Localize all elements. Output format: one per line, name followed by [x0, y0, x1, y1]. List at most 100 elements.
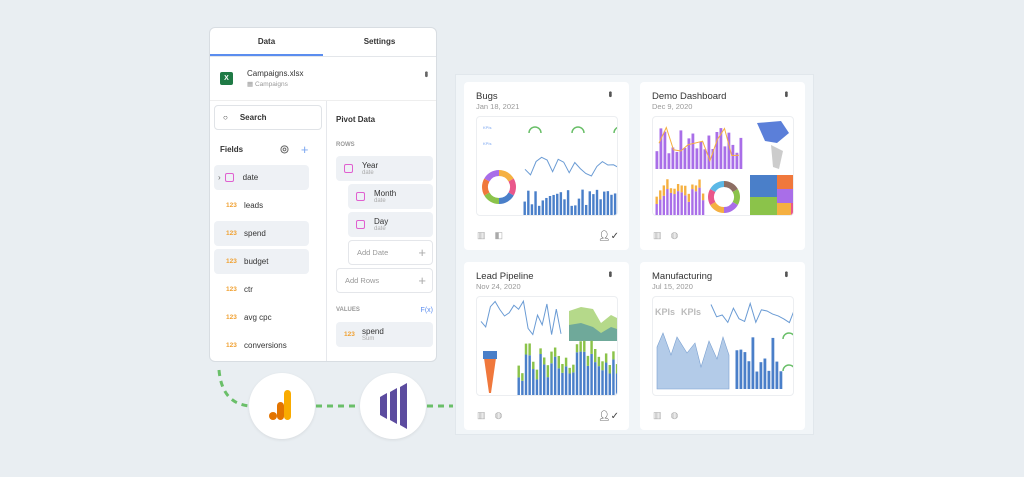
field-item-date[interactable]: › date [214, 165, 309, 190]
tab-settings[interactable]: Settings [363, 37, 396, 46]
thumb-bar [771, 337, 775, 389]
thumb-bar [532, 369, 535, 395]
search-input[interactable]: ○ Search [214, 105, 322, 130]
values-label: VALUES [336, 307, 360, 313]
thumb-bar [601, 370, 604, 395]
thumb-bar [612, 351, 615, 360]
pivot-row-month[interactable]: Month date [348, 184, 433, 209]
fields-label: Fields [220, 145, 244, 154]
thumb-line [524, 156, 617, 177]
dashboard-thumbnail[interactable] [652, 116, 794, 216]
row-label: Year [362, 161, 379, 170]
thumb-bar [594, 362, 597, 395]
donut-slice [498, 192, 514, 204]
google-analytics-logo [249, 373, 315, 439]
thumb-bar [601, 361, 604, 371]
marketo-logo [360, 373, 426, 439]
thumb-bar [615, 373, 617, 395]
thumb-bar [707, 135, 711, 169]
field-item-spend[interactable]: 123 spend [214, 221, 309, 246]
thumb-bar [655, 203, 658, 215]
thumb-bar [521, 380, 524, 395]
thumb-bar [579, 341, 582, 352]
thumb-bar [548, 195, 552, 215]
thumb-bar [680, 185, 683, 193]
thumb-bar [759, 362, 763, 389]
kpi-label: KPIs [655, 307, 675, 317]
more-options-icon[interactable]: ••• [420, 71, 431, 76]
dashboard-card-bugs[interactable]: Bugs Jan 18, 2021 ••• KPIs KPIs ▥ ◧ 👤︎✓ [464, 82, 629, 250]
thumb-bar [561, 363, 564, 373]
expand-chevron-icon[interactable]: › [218, 173, 221, 182]
dashboard-date: Jul 15, 2020 [652, 282, 693, 291]
treemap-cell [791, 203, 793, 215]
thumb-bar [608, 365, 612, 374]
thumb-bar [691, 184, 694, 190]
data-editor-panel: Data Settings X Campaigns.xlsx ▦ Campaig… [209, 27, 437, 362]
add-field-icon[interactable]: + [300, 142, 309, 157]
funnel [483, 351, 497, 393]
field-label: budget [244, 257, 269, 266]
gauge-arc [571, 126, 585, 134]
thumb-bar [671, 147, 675, 169]
thumb-bar [655, 151, 659, 169]
dashboard-thumbnail[interactable] [476, 296, 618, 396]
field-item-leads[interactable]: 123 leads [214, 193, 309, 218]
add-date-button[interactable]: Add Date + [348, 240, 433, 265]
brain-icon[interactable]: ◎ [280, 144, 289, 155]
thumb-bar [608, 373, 612, 395]
donut-slice [723, 181, 738, 193]
field-item-conversions[interactable]: 123 conversions [214, 333, 309, 358]
dashboard-card-lead-pipeline[interactable]: Lead Pipeline Nov 24, 2020 ••• ▥ ◍ 👤︎✓ [464, 262, 629, 430]
thumb-bar [603, 191, 606, 215]
dashboard-thumbnail[interactable]: KPIs KPIs [652, 296, 794, 396]
more-options-icon[interactable]: ••• [780, 91, 791, 96]
field-item-ctr[interactable]: 123 ctr [214, 277, 309, 302]
pivot-row-year[interactable]: Year date [336, 156, 433, 181]
thumb-bar [669, 192, 673, 215]
fx-button[interactable]: F(x) [420, 307, 433, 314]
thumb-bar [743, 352, 747, 389]
pivot-row-day[interactable]: Day date [348, 212, 433, 237]
thumb-bar [590, 353, 593, 395]
field-item-avg-cpc[interactable]: 123 avg cpc [214, 305, 309, 330]
value-item-spend[interactable]: 123 spend Sum [336, 322, 433, 347]
sharepoint-icon: ◧ [494, 230, 504, 240]
thumb-bar [694, 191, 698, 215]
thumb-bar [594, 349, 597, 363]
thumb-bar [527, 190, 530, 215]
thumb-bar [659, 199, 662, 215]
thumb-bar [694, 185, 698, 192]
gauge-arc [782, 364, 793, 372]
field-item-budget[interactable]: 123 budget [214, 249, 309, 274]
data-source-row[interactable]: X Campaigns.xlsx ▦ Campaigns ••• [210, 57, 436, 101]
thumb-bar [747, 361, 751, 389]
thumb-bar [687, 201, 691, 215]
thumb-bar [701, 193, 705, 201]
more-options-icon[interactable]: ••• [604, 271, 615, 276]
sheet-name: Campaigns [254, 81, 288, 88]
thumb-bar [597, 366, 601, 395]
number-icon: 123 [226, 230, 237, 237]
thumb-bar [574, 205, 577, 215]
thumbnail-chart: KPIs KPIs [655, 301, 793, 390]
thumb-bar [711, 149, 715, 169]
more-options-icon[interactable]: ••• [780, 271, 791, 276]
thumb-bar [666, 179, 669, 190]
thumb-bar [610, 194, 613, 215]
tab-data[interactable]: Data [210, 28, 323, 56]
thumb-bar [524, 354, 528, 395]
dashboard-card-demo-dashboard[interactable]: Demo Dashboard Dec 9, 2020 ••• ▥ ◍ [640, 82, 805, 250]
dashboard-card-manufacturing[interactable]: Manufacturing Jul 15, 2020 ••• KPIs KPIs … [640, 262, 805, 430]
thumb-bar [723, 146, 727, 169]
dashboard-thumbnail[interactable]: KPIs KPIs [476, 116, 618, 216]
thumb-bar [524, 343, 528, 355]
thumb-bar [543, 364, 546, 395]
funnel-top [483, 351, 497, 359]
search-icon: ○ [223, 113, 228, 122]
add-rows-button[interactable]: Add Rows + [336, 268, 433, 293]
thumb-bar [579, 351, 582, 395]
thumb-bar [613, 193, 617, 215]
thumb-bar [517, 365, 520, 378]
more-options-icon[interactable]: ••• [604, 91, 615, 96]
